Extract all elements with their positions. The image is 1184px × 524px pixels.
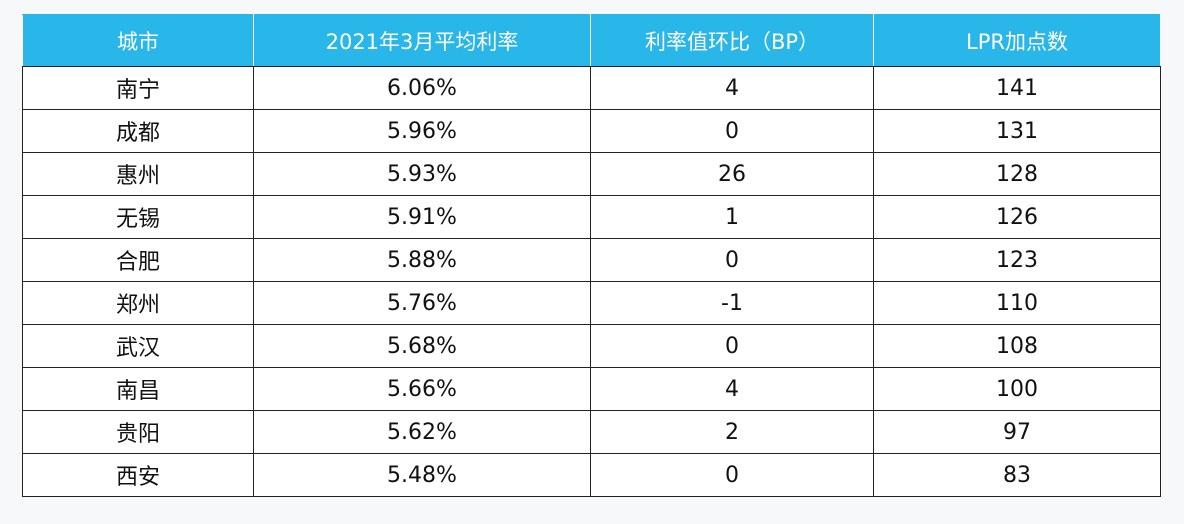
table-row: 南昌 5.66% 4 100 (22, 367, 1161, 411)
table-container: 城市 2021年3月平均利率 利率值环比（BP） LPR加点数 南宁 6.06% 4 141… (22, 14, 1161, 497)
header-row: 城市 2021年3月平均利率 利率值环比（BP） LPR加点数 (22, 14, 1161, 67)
table-cell: 5.93% (253, 152, 591, 196)
table-cell: 128 (873, 152, 1161, 196)
table-cell: 惠州 (22, 152, 254, 196)
table-cell: 5.96% (253, 109, 591, 153)
table-cell: 成都 (22, 109, 254, 153)
table-cell: 6.06% (253, 66, 591, 110)
header-cell: 2021年3月平均利率 (253, 14, 591, 67)
table-cell: 141 (873, 66, 1161, 110)
table-cell: 南宁 (22, 66, 254, 110)
table-cell: 123 (873, 238, 1161, 282)
table-cell: 无锡 (22, 195, 254, 239)
rate-table: 城市 2021年3月平均利率 利率值环比（BP） LPR加点数 南宁 6.06% 4 141… (22, 14, 1161, 497)
table-cell: 100 (873, 367, 1161, 411)
table-cell: 西安 (22, 453, 254, 497)
table-row: 贵阳 5.62% 2 97 (22, 410, 1161, 454)
table-cell: 5.62% (253, 410, 591, 454)
table-row: 惠州 5.93% 26 128 (22, 152, 1161, 196)
table-cell: 4 (590, 66, 874, 110)
table-cell: 南昌 (22, 367, 254, 411)
table-cell: 0 (590, 453, 874, 497)
table-cell: 2 (590, 410, 874, 454)
table-cell: -1 (590, 281, 874, 325)
table-cell: 5.68% (253, 324, 591, 368)
table-cell: 4 (590, 367, 874, 411)
table-cell: 0 (590, 238, 874, 282)
table-cell: 武汉 (22, 324, 254, 368)
table-cell: 贵阳 (22, 410, 254, 454)
table-cell: 1 (590, 195, 874, 239)
table-row: 合肥 5.88% 0 123 (22, 238, 1161, 282)
table-cell: 131 (873, 109, 1161, 153)
table-cell: 郑州 (22, 281, 254, 325)
table-cell: 0 (590, 324, 874, 368)
table-cell: 83 (873, 453, 1161, 497)
table-cell: 5.91% (253, 195, 591, 239)
header-cell: LPR加点数 (873, 14, 1161, 67)
table-cell: 26 (590, 152, 874, 196)
table-cell: 108 (873, 324, 1161, 368)
table-cell: 合肥 (22, 238, 254, 282)
table-row: 西安 5.48% 0 83 (22, 453, 1161, 497)
table-cell: 5.76% (253, 281, 591, 325)
table-cell: 5.48% (253, 453, 591, 497)
table-row: 无锡 5.91% 1 126 (22, 195, 1161, 239)
table-cell: 97 (873, 410, 1161, 454)
header-cell: 城市 (22, 14, 254, 67)
table-cell: 5.88% (253, 238, 591, 282)
table-cell: 5.66% (253, 367, 591, 411)
table-cell: 0 (590, 109, 874, 153)
table-row: 武汉 5.68% 0 108 (22, 324, 1161, 368)
table-row: 郑州 5.76% -1 110 (22, 281, 1161, 325)
table-row: 南宁 6.06% 4 141 (22, 66, 1161, 110)
table-row: 成都 5.96% 0 131 (22, 109, 1161, 153)
header-cell: 利率值环比（BP） (590, 14, 874, 67)
table-cell: 110 (873, 281, 1161, 325)
table-cell: 126 (873, 195, 1161, 239)
